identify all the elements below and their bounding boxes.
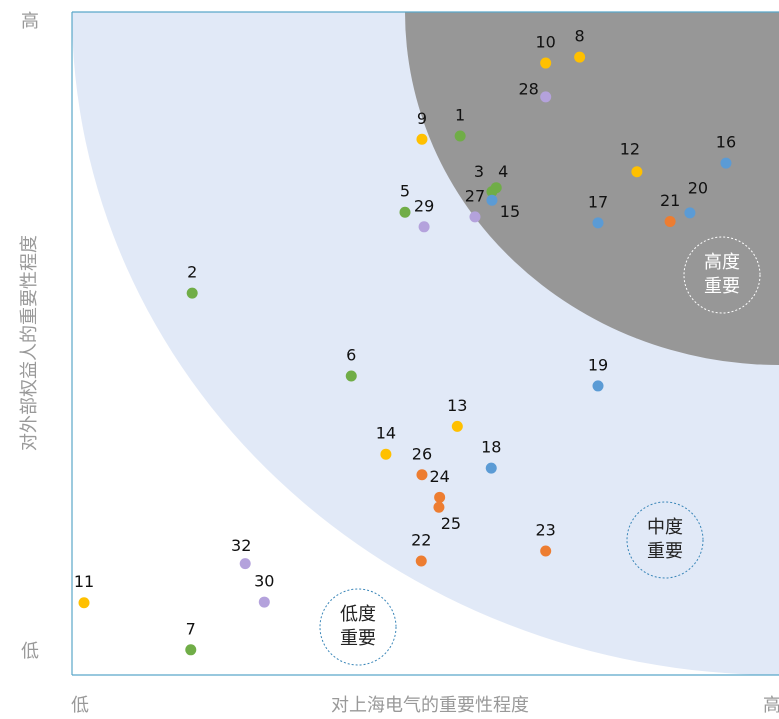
data-point	[78, 597, 90, 609]
data-point	[592, 217, 604, 229]
y-tick-label: 高	[21, 11, 39, 32]
data-point	[380, 448, 392, 460]
data-point	[258, 596, 270, 608]
point-label: 27	[465, 186, 485, 205]
data-point	[415, 555, 427, 567]
point-label: 10	[536, 33, 556, 52]
y-axis-label: 对外部权益人的重要性程度	[19, 235, 40, 451]
data-point	[540, 545, 552, 557]
x-axis-label: 对上海电气的重要性程度	[331, 695, 529, 716]
point-label: 20	[688, 178, 708, 197]
point-label: 26	[412, 444, 432, 463]
point-label: 15	[500, 202, 520, 221]
point-label: 30	[254, 572, 274, 591]
point-label: 29	[414, 196, 434, 215]
point-label: 16	[716, 133, 736, 152]
data-point	[490, 182, 502, 194]
data-point	[574, 51, 586, 63]
regions	[72, 12, 779, 675]
point-label: 1	[455, 105, 465, 124]
data-point	[540, 57, 552, 69]
region-label: 低度重要	[340, 604, 376, 649]
data-point	[485, 462, 497, 474]
data-point	[664, 216, 676, 228]
region-label: 高度重要	[704, 252, 740, 297]
point-label: 7	[186, 619, 196, 638]
x-tick-label: 高	[763, 695, 779, 716]
point-label: 4	[498, 162, 508, 181]
point-label: 28	[519, 79, 539, 98]
data-point	[631, 166, 643, 178]
data-point	[345, 370, 357, 382]
point-label: 11	[74, 572, 94, 591]
data-point	[418, 221, 430, 233]
point-label: 23	[536, 521, 556, 540]
x-tick-label: 低	[71, 695, 89, 716]
point-label: 5	[400, 182, 410, 201]
data-point	[416, 133, 428, 145]
point-label: 17	[588, 192, 608, 211]
point-label: 24	[429, 467, 449, 486]
data-point	[469, 211, 481, 223]
data-point	[185, 644, 197, 656]
point-label: 18	[481, 438, 501, 457]
data-point	[451, 420, 463, 432]
point-label: 19	[588, 355, 608, 374]
point-label: 22	[411, 530, 431, 549]
point-label: 9	[417, 109, 427, 128]
data-point	[486, 194, 498, 206]
point-label: 6	[346, 345, 356, 364]
data-point	[416, 469, 428, 481]
point-label: 21	[660, 191, 680, 210]
point-label: 8	[575, 27, 585, 46]
data-point	[454, 130, 466, 142]
region-badge	[626, 501, 704, 579]
data-point	[434, 491, 446, 503]
point-label: 2	[187, 263, 197, 282]
data-point	[399, 206, 411, 218]
point-label: 25	[441, 514, 461, 533]
high-region	[405, 12, 779, 365]
point-label: 14	[376, 424, 396, 443]
data-point	[684, 207, 696, 219]
y-tick-label: 低	[21, 641, 39, 662]
data-point	[433, 501, 445, 513]
data-point	[720, 157, 732, 169]
data-point	[592, 380, 604, 392]
point-label: 12	[620, 139, 640, 158]
point-label: 3	[474, 162, 484, 181]
data-point	[540, 91, 552, 103]
point-label: 32	[231, 536, 251, 555]
data-point	[186, 287, 198, 299]
data-point	[239, 558, 251, 570]
point-label: 13	[447, 396, 467, 415]
region-badge	[683, 236, 761, 314]
region-badge	[319, 588, 397, 666]
region-label: 中度重要	[647, 517, 683, 562]
